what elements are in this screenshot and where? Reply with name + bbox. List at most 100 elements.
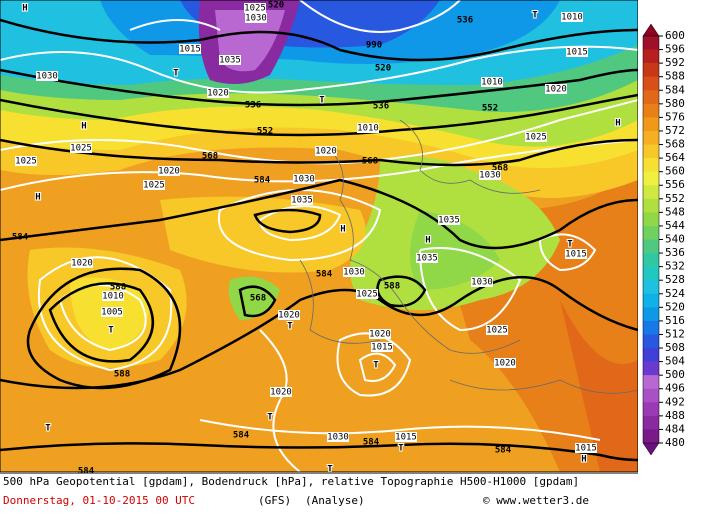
pressure-center-label: H <box>35 193 40 203</box>
colorbar-swatch <box>643 198 659 213</box>
colorbar-label: 560 <box>665 165 685 178</box>
pressure-center-label: H <box>425 236 430 246</box>
colorbar-label: 540 <box>665 233 685 246</box>
caption-run: (Analyse) <box>305 494 365 507</box>
pressure-center-label: H <box>615 119 620 129</box>
colorbar-label: 552 <box>665 192 685 205</box>
isobar-label-box <box>293 174 315 184</box>
isobar-label-box <box>481 77 503 87</box>
colorbar-label: 488 <box>665 409 685 422</box>
colorbar-swatch <box>643 361 659 376</box>
colorbar-label: 480 <box>665 436 685 449</box>
isobar-label: 1010 <box>561 13 583 23</box>
colorbar-label: 588 <box>665 70 685 83</box>
colorbar-swatch <box>643 402 659 417</box>
isobar-label-box <box>438 215 460 225</box>
colorbar-swatch <box>643 225 659 240</box>
isobar-label: 1035 <box>438 216 460 226</box>
isobar-label-box <box>479 170 501 180</box>
isobar-label: 1020 <box>270 388 292 398</box>
colorbar-swatch <box>643 253 659 267</box>
geopotential-label: 990 <box>366 41 382 51</box>
isobar-label-box <box>371 342 393 352</box>
isobar-label: 1025 <box>525 133 547 143</box>
geopotential-label: 568 <box>250 294 266 304</box>
geopotential-label: 536 <box>245 101 261 111</box>
colorbar-label: 512 <box>665 327 685 340</box>
geopotential-label: 584 <box>78 467 95 477</box>
geopotential-label: 552 <box>257 127 273 137</box>
isobar-label-box <box>356 289 378 299</box>
isobar-label-box <box>15 156 37 166</box>
isobar-label: 1015 <box>575 444 597 454</box>
colorbar-swatch <box>643 144 659 159</box>
colorbar-label: 584 <box>665 83 685 96</box>
colorbar-label: 496 <box>665 382 685 395</box>
isobar-label-box <box>102 291 124 301</box>
isobar-label: 1015 <box>565 250 587 260</box>
isobar-label: 1030 <box>36 72 58 82</box>
geopotential-label: 568 <box>492 164 508 174</box>
isobar-label: 1015 <box>566 48 588 58</box>
colorbar: 6005965925885845805765725685645605565525… <box>642 23 685 456</box>
isobar-label-box <box>70 143 92 153</box>
isobar-label: 1010 <box>481 78 503 88</box>
isobar-label-box <box>357 123 379 133</box>
isobar-label-box <box>207 88 229 98</box>
isobar-label: 1025 <box>486 326 508 336</box>
colorbar-label: 504 <box>665 355 685 368</box>
pressure-center-label: T <box>267 413 273 423</box>
pressure-center-label: T <box>108 326 114 336</box>
colorbar-swatch <box>643 212 659 227</box>
colorbar-label: 500 <box>665 368 685 381</box>
isobar-label: 1030 <box>343 268 365 278</box>
colorbar-swatch <box>643 49 659 64</box>
isobar-label-box <box>278 310 300 320</box>
colorbar-label: 516 <box>665 314 685 327</box>
caption-title: 500 hPa Geopotential [gpdam], Bodendruck… <box>3 475 579 488</box>
caption-credit: © www.wetter3.de <box>483 494 589 507</box>
colorbar-label: 484 <box>665 422 685 435</box>
geopotential-label: 584 <box>254 176 271 186</box>
pressure-center-label: T <box>373 361 379 371</box>
isobar-label-box <box>575 443 597 453</box>
pressure-center-label: T <box>319 96 325 106</box>
coastlines <box>299 119 638 394</box>
geopotential-label: 584 <box>363 438 380 448</box>
colorbar-label: 556 <box>665 178 685 191</box>
isobar-label: 1035 <box>219 56 241 66</box>
geopotential-label: 568 <box>202 152 218 162</box>
colorbar-swatch <box>643 117 659 132</box>
geopotential-label: 536 <box>373 102 389 112</box>
isobar-label-box <box>291 195 313 205</box>
isobar-label: 1015 <box>371 343 393 353</box>
isobar-label-box <box>71 258 93 268</box>
geopotential-label: 588 <box>384 282 400 292</box>
isobar-label-box <box>566 47 588 57</box>
colorbar-swatch <box>643 76 659 91</box>
isobar-label: 1015 <box>179 45 201 55</box>
colorbar-swatch <box>643 171 659 186</box>
caption-date: Donnerstag, 01-10-2015 00 UTC <box>3 494 195 507</box>
isobar-label: 1020 <box>278 311 300 321</box>
colorbar-swatch <box>643 280 659 295</box>
isobar-label-box <box>561 12 583 22</box>
isobar-label: 1035 <box>416 254 438 264</box>
geopotential-label: 584 <box>316 270 333 280</box>
colorbar-label: 572 <box>665 124 685 137</box>
isobar-label-box <box>270 387 292 397</box>
colorbar-label: 520 <box>665 300 685 313</box>
isobar-label-box <box>315 146 337 156</box>
geopotential-label: 584 <box>12 233 29 243</box>
geopotential-label: 536 <box>457 16 473 26</box>
geopotential-label: 568 <box>362 157 378 167</box>
colorbar-swatch <box>643 103 659 118</box>
geopotential-label: 520 <box>375 64 391 74</box>
colorbar-swatch <box>643 375 659 390</box>
pressure-center-label: H <box>340 225 345 235</box>
colorbar-label: 592 <box>665 56 685 69</box>
geopotential-label: 584 <box>233 431 250 441</box>
geopotential-label: 520 <box>268 1 284 11</box>
pressure-center-label: T <box>287 322 293 332</box>
colorbar-label: 528 <box>665 273 685 286</box>
